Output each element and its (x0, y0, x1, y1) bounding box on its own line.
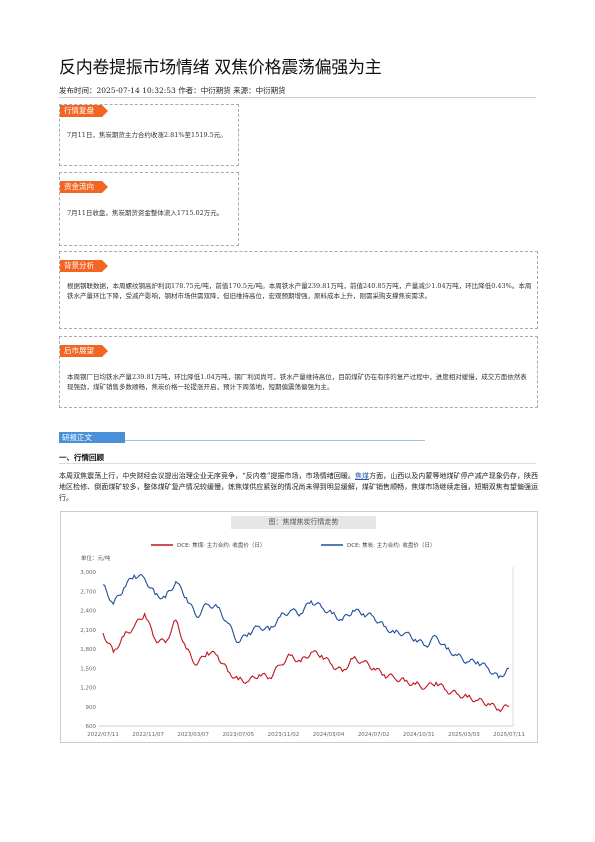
para-text: 本周双焦震荡上行，中央财经会议提出治理企业无序竞争，“反内卷”提振市场，市场情绪… (59, 472, 355, 480)
legend-label: DCE: 焦炭: 主力合约: 收盘价（日） (347, 541, 435, 549)
y-tick-label: 1,800 (80, 647, 96, 653)
summary-box-background: 背景分析 根据钢联数据，本周螺纹钢高炉利润178.75元/吨，前值170.5元/… (59, 251, 538, 329)
y-tick-label: 600 (86, 724, 97, 730)
box-text: 7月11日，焦炭期货主力合约收涨2.81%至1519.5元。 (67, 131, 227, 139)
summary-box-fund: 资金流向 7月11日收盘，焦炭期货资金整体流入1715.02万元。 (59, 172, 239, 246)
y-tick-label: 1,200 (80, 686, 96, 692)
body-paragraph: 本周双焦震荡上行，中央财经会议提出治理企业无序竞争，“反内卷”提振市场，市场情绪… (59, 471, 538, 504)
box-text: 根据钢联数据，本周螺纹钢高炉利润178.75元/吨，前值170.5元/吨。本周铁… (67, 282, 532, 300)
tag-market-review: 行情复盘 (60, 105, 108, 117)
article-title: 反内卷提振市场情绪 双焦价格震荡偏强为主 (59, 58, 382, 78)
x-tick-label: 2024/10/31 (403, 732, 435, 738)
divider (59, 97, 536, 98)
box-text: 7月11日收盘，焦炭期货资金整体流入1715.02万元。 (67, 209, 224, 217)
series-line-coking-coal (102, 611, 510, 713)
y-tick-label: 3,000 (80, 570, 96, 576)
x-tick-label: 2023/07/05 (222, 732, 254, 738)
tag-outlook: 后市展望 (60, 345, 108, 357)
section-tag-body: 研报正文 (59, 432, 125, 443)
x-tick-label: 2022/07/11 (87, 732, 119, 738)
y-tick-label: 2,400 (80, 609, 96, 615)
box-text: 本周钢厂日均铁水产量239.81万吨，环比降低1.04万吨，钢厂利润尚可，铁水产… (67, 373, 527, 391)
section-heading: 一、行情回顾 (59, 453, 104, 462)
chart-title: 图：焦煤焦炭行情走势 (231, 516, 376, 529)
chart-svg: DCE: 焦煤: 主力合约: 收盘价（日） DCE: 焦炭: 主力合约: 收盘价（… (80, 541, 525, 738)
y-tick-label: 2,700 (80, 589, 96, 595)
x-tick-label: 2023/11/02 (268, 732, 300, 738)
y-tick-label: 2,100 (80, 628, 96, 634)
tag-fund-flow: 资金流向 (60, 181, 108, 193)
divider (125, 440, 425, 441)
y-axis-label: 单位：元/吨 (81, 554, 111, 562)
series-line-coke (102, 573, 509, 680)
x-tick-label: 2022/11/07 (132, 732, 164, 738)
legend-label: DCE: 焦煤: 主力合约: 收盘价（日） (177, 541, 265, 549)
divider (59, 463, 536, 464)
summary-box-outlook: 后市展望 本周钢厂日均铁水产量239.81万吨，环比降低1.04万吨，钢厂利润尚… (59, 336, 538, 408)
x-tick-label: 2023/03/07 (177, 732, 209, 738)
summary-box-market: 行情复盘 7月11日，焦炭期货主力合约收涨2.81%至1519.5元。 (59, 104, 239, 166)
para-text: 方面，山西以及内蒙等地煤矿停产减产现象仍存，陕西地区检修、倒面煤矿较多，整体煤矿… (59, 472, 539, 502)
x-tick-label: 2025/03/03 (448, 732, 480, 738)
y-tick-label: 900 (86, 705, 97, 711)
y-tick-label: 1,500 (80, 666, 96, 672)
x-tick-label: 2024/07/02 (358, 732, 390, 738)
tag-background: 背景分析 (60, 260, 108, 272)
x-tick-label: 2025/07/11 (493, 732, 525, 738)
price-chart: 图：焦煤焦炭行情走势 DCE: 焦煤: 主力合约: 收盘价（日） DCE: 焦炭:… (60, 511, 538, 743)
article-meta: 发布时间：2025-07-14 10:32:53 作者：中衍期货 来源：中衍期货 (59, 86, 286, 95)
coking-coal-link[interactable]: 焦煤 (354, 472, 370, 480)
x-tick-label: 2024/03/04 (313, 732, 345, 738)
